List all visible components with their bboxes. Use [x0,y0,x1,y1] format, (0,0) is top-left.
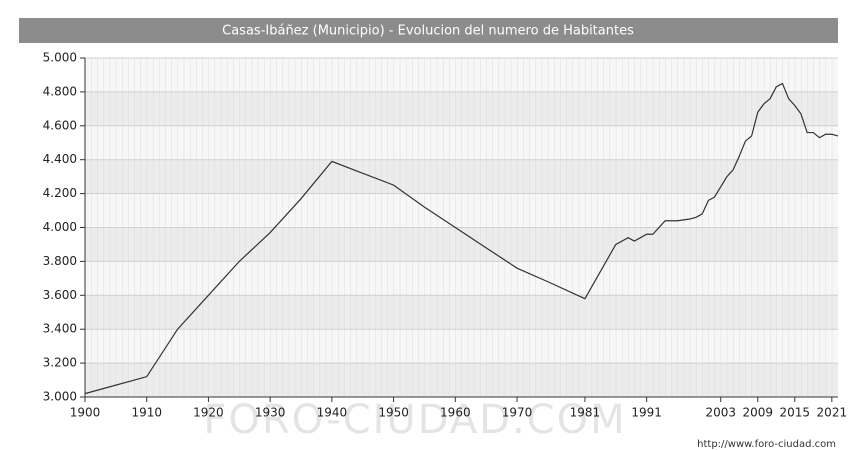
x-tick-label: 1991 [631,406,662,420]
x-tick-label: 1981 [570,406,601,420]
y-tick-label: 3.400 [43,322,77,336]
data-line [84,82,839,395]
y-tick-label: 3.800 [43,254,77,268]
y-tick-label: 3.000 [43,390,77,404]
y-tick-label: 4.400 [43,152,77,166]
x-tick-label: 1950 [378,406,409,420]
x-tick-label: 1910 [131,406,162,420]
watermark: FORO-CIUDAD.COM [203,397,626,443]
x-tick-label: 2003 [705,406,736,420]
x-tick-label: 1970 [502,406,533,420]
x-tick-label: 1920 [193,406,224,420]
y-tick-label: 5.000 [43,51,77,65]
x-tick-label: 1930 [255,406,286,420]
x-tick-label: 1960 [440,406,471,420]
chart-title: Casas-Ibáñez (Municipio) - Evolucion del… [222,24,634,39]
y-tick-label: 3.600 [43,288,77,302]
x-tick-label: 2009 [742,406,773,420]
source: http://www.foro-ciudad.com [697,439,836,450]
x-tick-label: 2021 [817,406,848,420]
title-bar [19,18,838,43]
y-tick-label: 4.800 [43,84,77,98]
x-tick-label: 1900 [70,406,101,420]
x-tick-label: 2015 [780,406,811,420]
y-tick-label: 4.600 [43,118,77,132]
y-tick-label: 3.200 [43,356,77,370]
x-tick-label: 1940 [317,406,348,420]
y-tick-label: 4.200 [43,186,77,200]
y-tick-label: 4.000 [43,220,77,234]
